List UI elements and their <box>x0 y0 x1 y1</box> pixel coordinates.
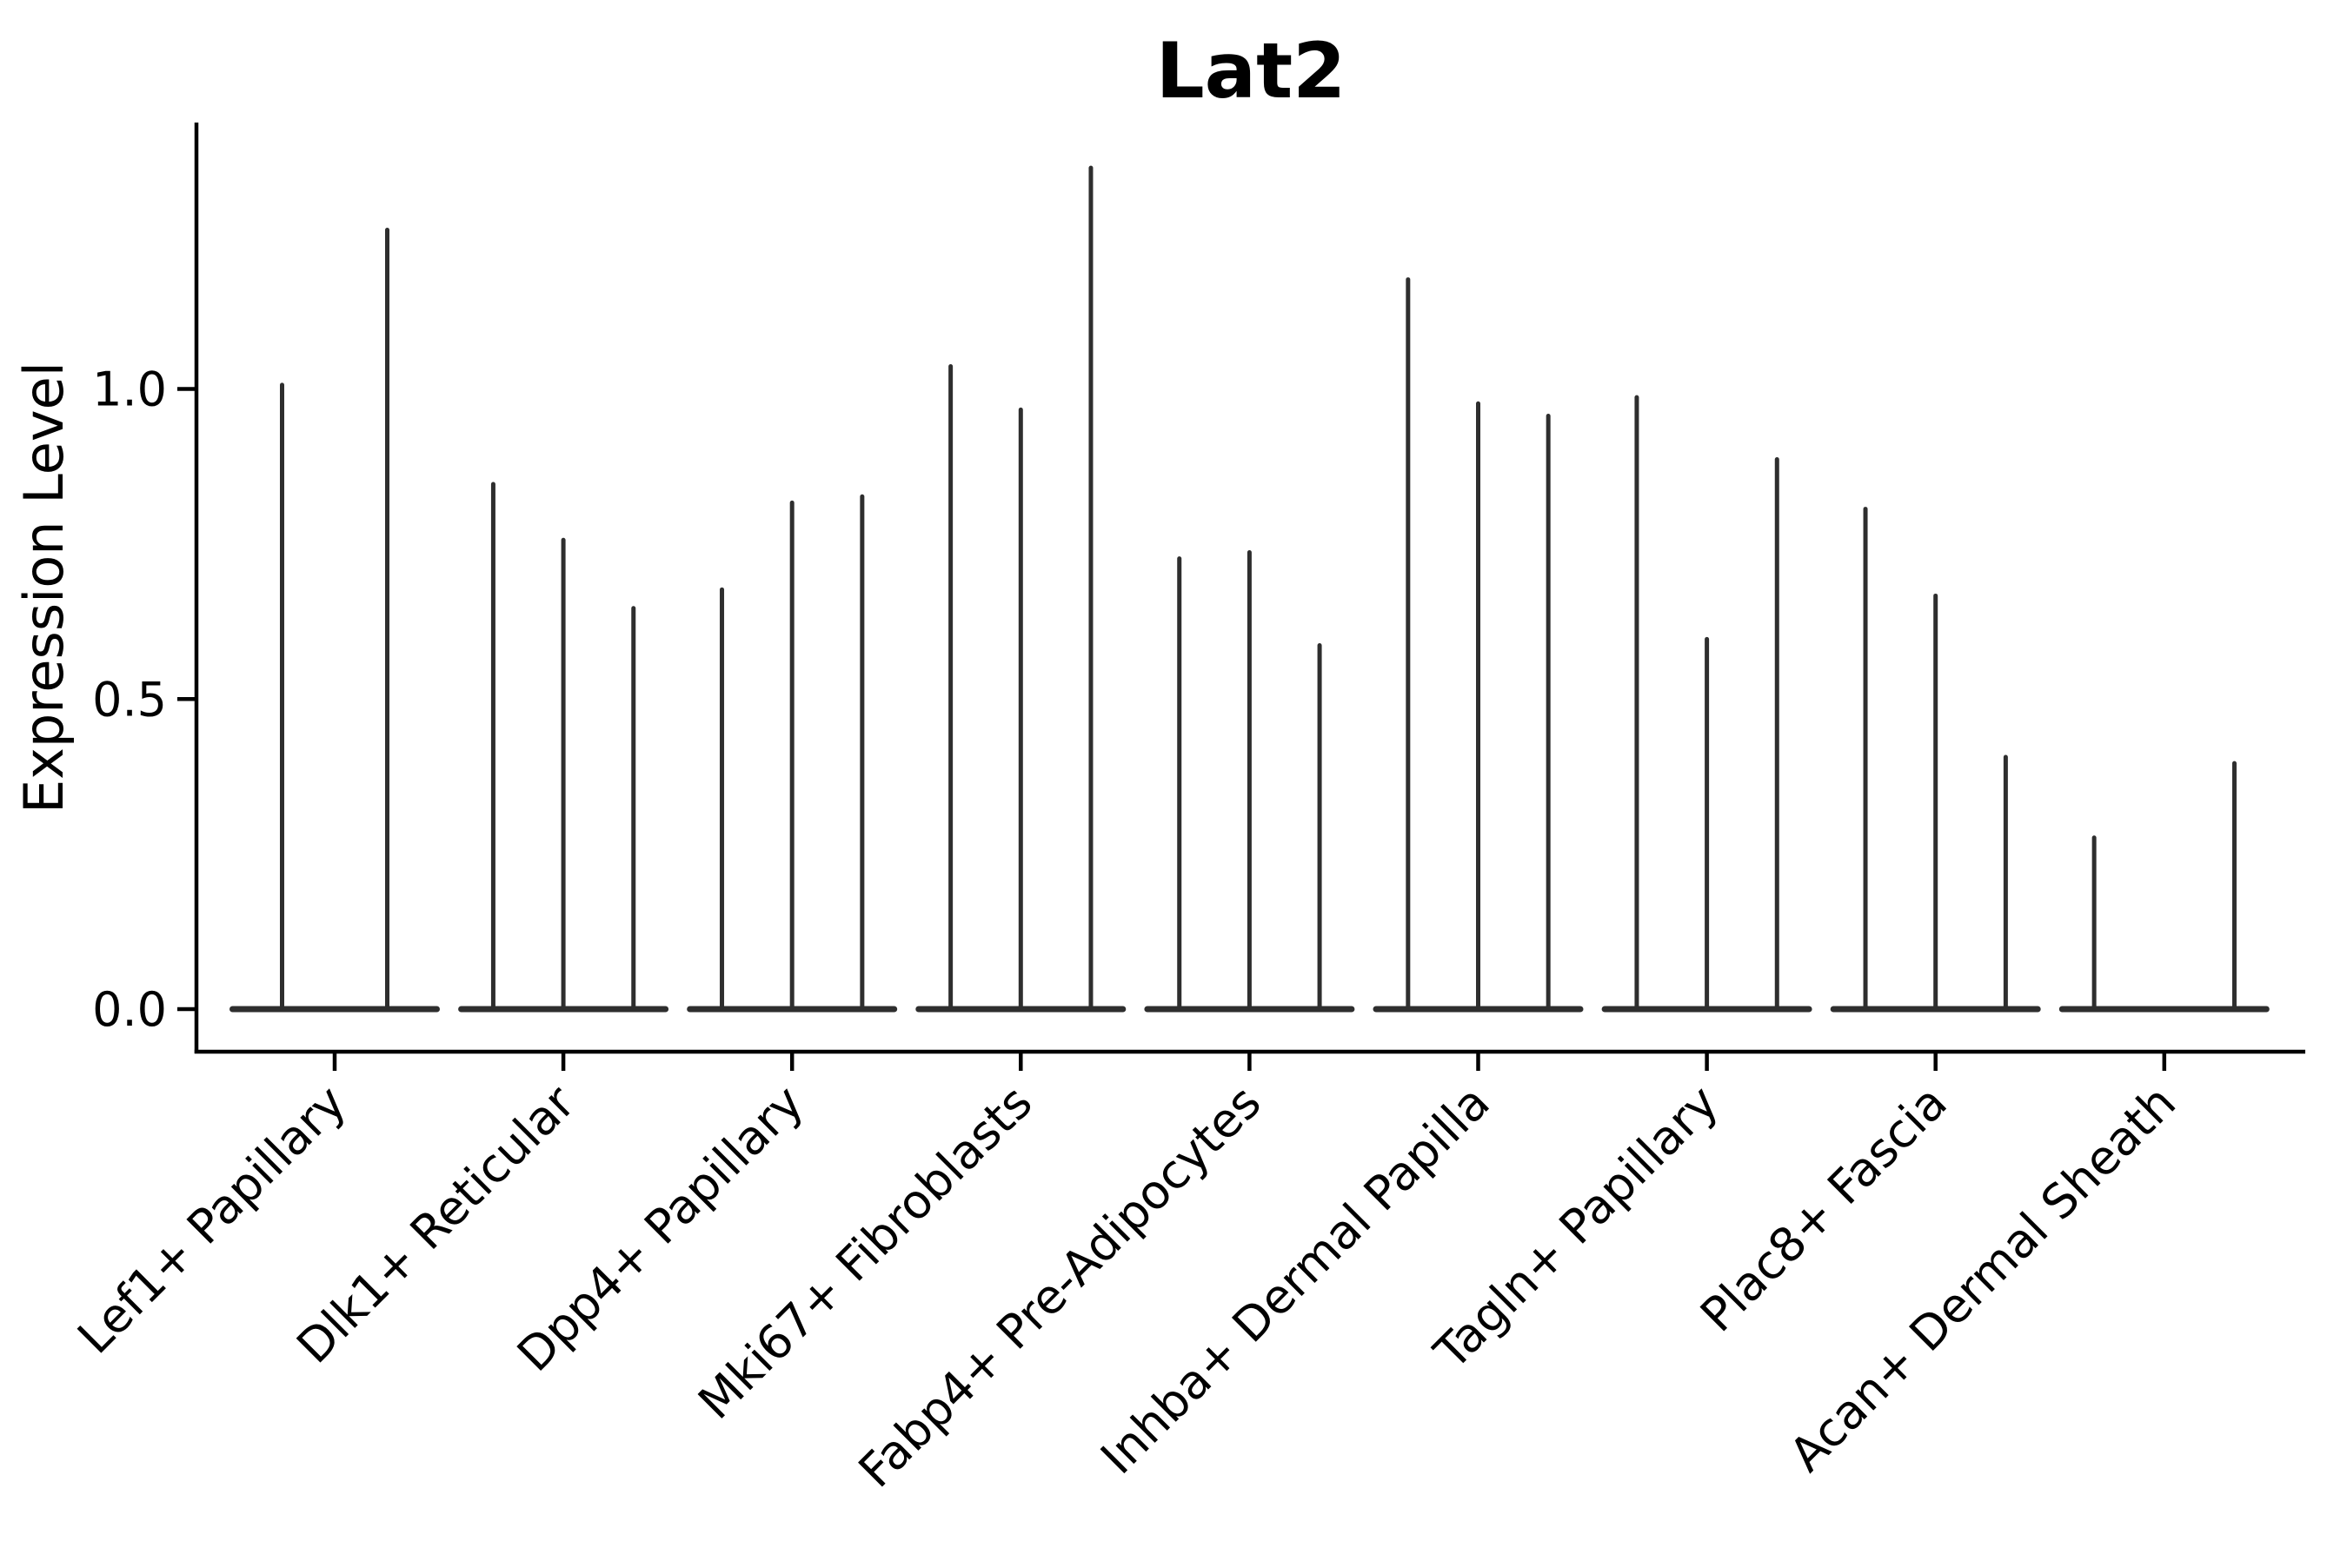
y-tick-label: 0.0 <box>92 982 167 1037</box>
violin-group <box>458 482 669 1013</box>
violins <box>229 165 2270 1013</box>
violin-group <box>1144 550 1355 1013</box>
violin-group <box>915 165 1127 1013</box>
violin-group <box>1601 395 1812 1013</box>
x-tick-label: Plac8+ Fascia <box>1690 1075 1958 1343</box>
violin-group <box>1373 277 1584 1013</box>
x-tick-label: Acan+ Dermal Sheath <box>1779 1075 2186 1482</box>
y-axis-label: Expression Level <box>12 362 76 814</box>
plot-title: Lat2 <box>1156 26 1346 116</box>
violin-group <box>229 227 440 1013</box>
x-tick-label: Fabp4+ Pre-Adipocytes <box>848 1075 1272 1498</box>
y-tick-label: 0.5 <box>92 672 167 727</box>
y-ticks: 0.0 0.5 1.0 <box>92 362 196 1037</box>
y-tick-label: 1.0 <box>92 362 167 417</box>
violin-group <box>1830 507 2041 1013</box>
violin-group <box>687 494 898 1013</box>
x-tick-label: Inhba+ Dermal Papilla <box>1090 1075 1499 1485</box>
violin-group <box>2058 761 2270 1013</box>
